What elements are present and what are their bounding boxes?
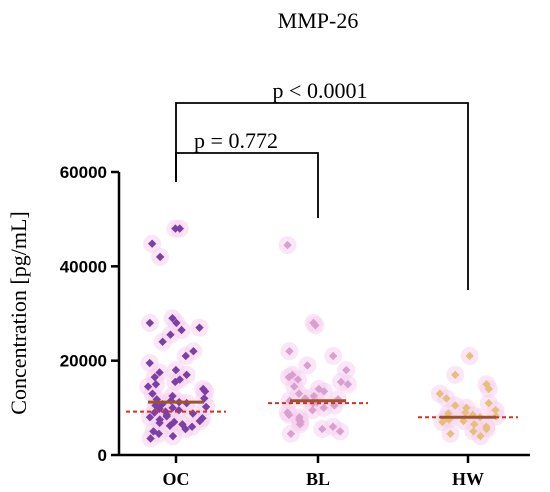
data-point: [482, 424, 491, 434]
data-point: [484, 398, 493, 408]
data-point: [148, 389, 157, 398]
data-point: [309, 391, 319, 401]
data-point: [171, 365, 181, 375]
data-point: [155, 368, 164, 377]
data-point: [181, 351, 190, 361]
data-point: [162, 412, 171, 421]
data-point: [171, 224, 180, 233]
data-point: [285, 347, 294, 356]
y-tick-label: 0: [98, 446, 107, 465]
data-point: [177, 325, 186, 335]
data-point: [293, 375, 303, 384]
data-point: [465, 351, 474, 361]
data-point: [182, 370, 191, 380]
data-point: [172, 318, 181, 328]
data-point: [150, 372, 159, 382]
y-tick-label: 20000: [60, 352, 107, 371]
data-point: [145, 318, 155, 328]
data-point: [284, 372, 294, 382]
data-point: [154, 429, 164, 438]
data-point: [459, 416, 468, 426]
y-ticks: 0 20000 40000 60000: [60, 163, 119, 465]
data-point: [200, 387, 210, 396]
x-tick-label: BL: [306, 469, 330, 489]
data-point: [451, 401, 460, 410]
data-point: [147, 239, 157, 248]
data-point: [342, 365, 351, 375]
data-point: [200, 394, 209, 403]
data-point: [283, 240, 292, 250]
data-point: [143, 382, 153, 391]
data-point: [328, 351, 338, 361]
data-point: [175, 224, 184, 233]
data-point: [145, 413, 155, 422]
data-point: [286, 429, 296, 438]
data-point: [311, 321, 320, 330]
data-point: [151, 380, 161, 389]
x-tick-label: OC: [163, 469, 190, 489]
data-point: [336, 377, 346, 387]
p-value-label: p = 0.772: [194, 128, 278, 153]
data-point: [295, 420, 305, 429]
data-point: [461, 408, 470, 417]
data-point: [189, 347, 198, 356]
data-point: [319, 403, 328, 413]
plot-area: [126, 219, 518, 448]
data-point: [476, 431, 485, 441]
data-point: [470, 420, 479, 429]
data-point: [284, 410, 294, 420]
data-point: [195, 416, 205, 426]
data-point: [318, 424, 327, 434]
data-point: [187, 422, 197, 431]
data-point: [303, 361, 312, 370]
data-point: [181, 424, 190, 434]
bracket-line: [175, 102, 469, 290]
data-point: [442, 394, 451, 403]
data-point: [168, 314, 177, 323]
x-ticks: OC BL HW: [163, 455, 484, 489]
data-point: [155, 418, 164, 428]
data-point: [484, 384, 493, 394]
data-point: [195, 323, 204, 332]
data-point: [451, 370, 460, 380]
p-value-label: p < 0.0001: [273, 78, 368, 103]
data-point: [328, 422, 338, 431]
y-tick-label: 60000: [60, 163, 107, 182]
data-point: [294, 389, 304, 398]
data-point: [158, 337, 167, 346]
chart-title: MMP-26: [278, 8, 359, 33]
significance-brackets: p = 0.772 p < 0.0001: [175, 78, 469, 290]
x-tick-label: HW: [452, 469, 484, 489]
data-point: [435, 389, 445, 398]
y-axis-label: Concentration [pg/mL]: [6, 211, 31, 414]
data-point: [165, 421, 175, 430]
data-point: [469, 427, 478, 436]
data-point: [155, 252, 165, 262]
data-point: [335, 427, 345, 436]
bracket-line: [175, 152, 319, 218]
data-point: [168, 403, 177, 413]
data-point: [166, 330, 175, 339]
data-point: [146, 434, 155, 443]
data-point: [491, 405, 500, 415]
data-point: [198, 414, 207, 423]
data-point: [171, 377, 180, 387]
data-point: [343, 380, 353, 389]
data-point: [308, 405, 317, 415]
data-point: [290, 382, 299, 391]
data-point: [446, 429, 455, 438]
data-point: [145, 358, 154, 368]
data-point: [438, 417, 447, 427]
data-point: [319, 387, 329, 396]
data-point: [201, 402, 211, 412]
y-tick-label: 40000: [60, 257, 107, 276]
data-point: [168, 431, 178, 441]
